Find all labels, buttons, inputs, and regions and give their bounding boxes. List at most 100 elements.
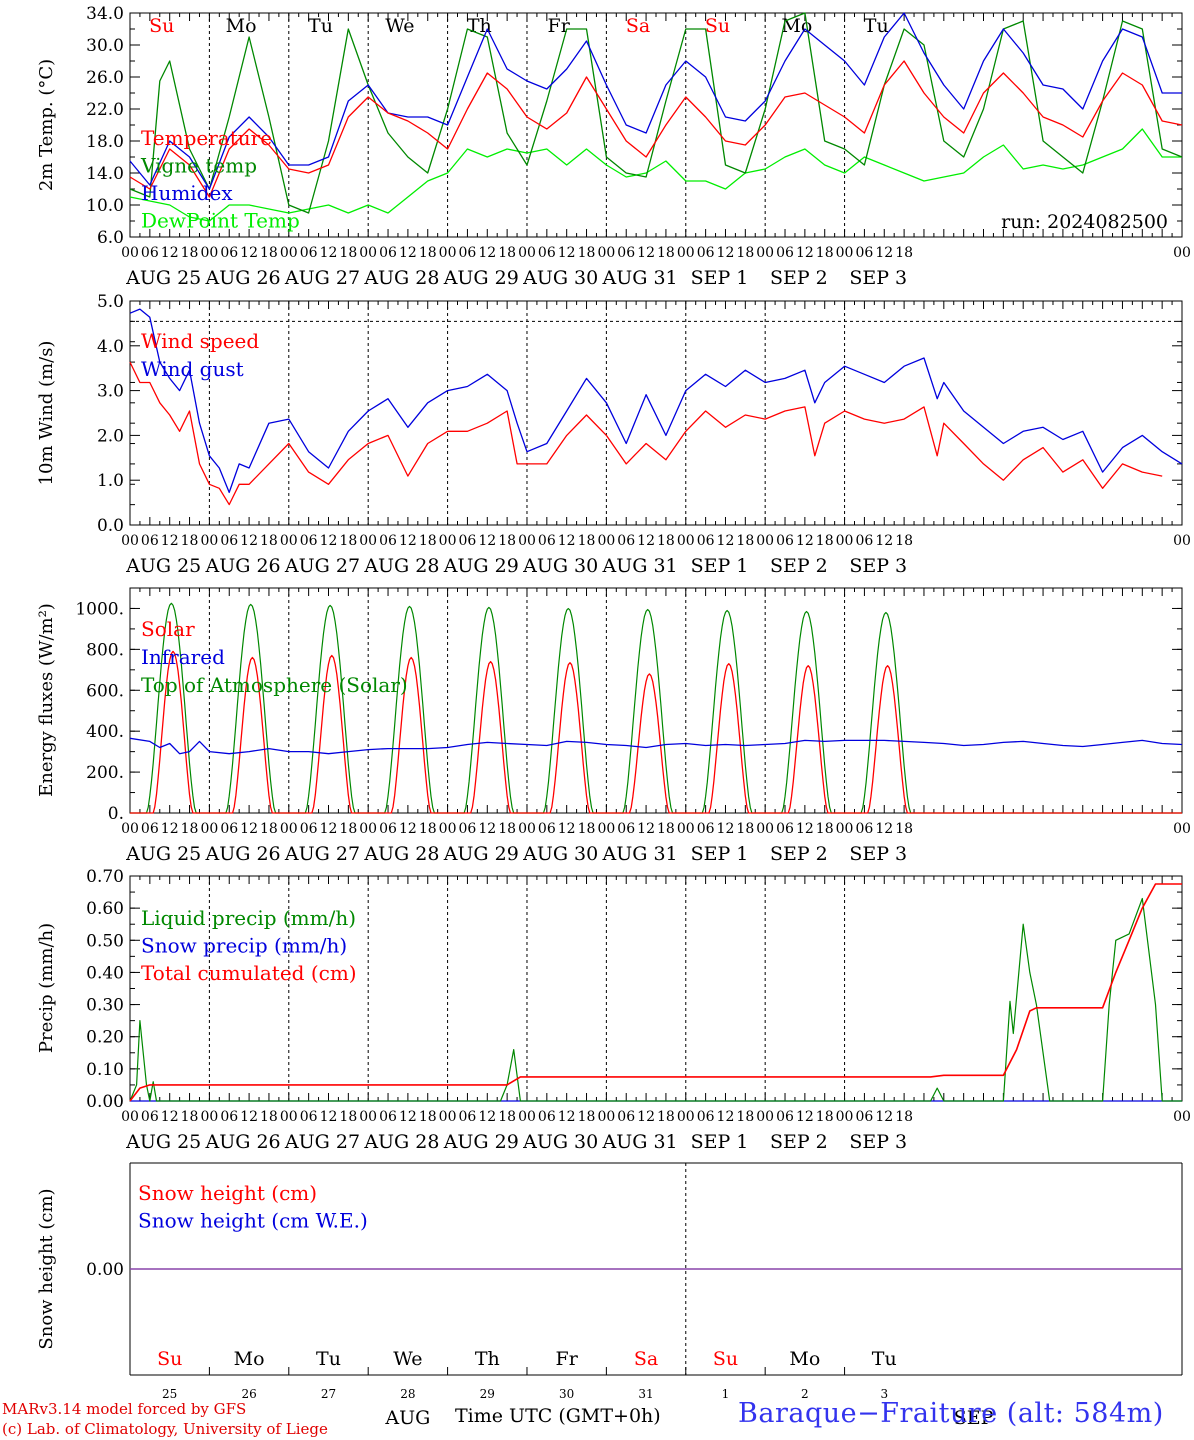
hour-tick-label: 18 [419,245,437,261]
hour-tick-label-end: 00 [1173,533,1191,549]
hour-tick-label: 12 [558,1109,576,1125]
hour-tick-label: 00 [280,533,298,549]
date-label: SEP 1 [691,843,749,865]
hour-tick-label: 06 [459,533,477,549]
date-label: AUG 31 [602,843,678,865]
wind-ytick-label: 1.0 [97,471,124,491]
hour-tick-label: 06 [379,245,397,261]
hour-tick-label: 00 [280,1109,298,1125]
precip-ytick-label: 0.40 [86,963,124,983]
day-number-label: 26 [241,1387,256,1401]
date-label: AUG 26 [205,267,281,289]
hour-tick-label: 12 [399,821,417,837]
hour-tick-label: 18 [498,245,516,261]
hour-tick-label: 00 [836,1109,854,1125]
precip-ytick-label: 0.60 [86,899,124,919]
hour-tick-label: 18 [419,533,437,549]
x-axis-title: Time UTC (GMT+0h) [455,1405,661,1427]
hour-tick-label: 06 [300,821,318,837]
temperature-legend-2: Humidex [141,181,233,205]
hour-tick-label: 00 [518,245,536,261]
date-label: AUG 30 [522,555,598,577]
hour-tick-label: 00 [200,821,218,837]
weekday-label: Mo [781,15,812,37]
hour-tick-label: 18 [816,533,834,549]
weekday-label-bottom: Fr [556,1348,579,1370]
temperature-ytick-label: 30.0 [86,36,124,56]
hour-tick-label: 18 [578,245,596,261]
snow-ytick-label: 0.00 [86,1260,124,1280]
date-label: AUG 30 [522,843,598,865]
day-number-label: 29 [480,1387,495,1401]
temperature-series-2 [129,12,1182,190]
hour-tick-label: 18 [339,245,357,261]
hour-tick-label: 06 [141,821,159,837]
model-credit: MARv3.14 model forced by GFS [2,1400,247,1418]
hour-tick-label: 06 [459,245,477,261]
hour-tick-label: 12 [875,533,893,549]
date-label: AUG 28 [363,555,439,577]
snow-legend-0: Snow height (cm) [138,1181,317,1205]
energy-ytick-label: 800. [86,640,124,660]
date-label: AUG 26 [205,1131,281,1153]
precip-ytick-label: 0.70 [86,867,124,887]
date-label: AUG 26 [205,555,281,577]
weekday-label-bottom: Th [475,1348,500,1370]
hour-tick-label: 18 [419,821,437,837]
hour-tick-label: 12 [637,533,655,549]
date-label: AUG 25 [125,267,201,289]
date-label: AUG 25 [125,1131,201,1153]
hour-tick-label: 18 [657,245,675,261]
hour-tick-label: 00 [836,245,854,261]
date-label: AUG 29 [443,555,519,577]
hour-tick-label: 12 [478,821,496,837]
hour-tick-label: 06 [776,245,794,261]
hour-tick-label: 12 [558,245,576,261]
hour-tick-label: 12 [875,245,893,261]
hour-tick-label: 12 [796,245,814,261]
hour-tick-label: 12 [240,1109,258,1125]
hour-tick-label: 12 [558,821,576,837]
temperature-legend-3: DewPoint Temp [141,209,300,233]
hour-tick-label: 12 [875,821,893,837]
date-label: SEP 1 [691,1131,749,1153]
weekday-label-bottom: Sa [634,1348,658,1370]
hour-tick-label: 06 [300,245,318,261]
hour-tick-label: 12 [161,821,179,837]
energy-ytick-label: 600. [86,681,124,701]
hour-tick-label: 18 [260,533,278,549]
temperature-series-3 [129,128,1182,222]
hour-tick-label: 18 [895,245,913,261]
hour-tick-label: 18 [736,1109,754,1125]
date-label: AUG 31 [602,555,678,577]
date-label: SEP 2 [770,1131,828,1153]
energy-series-infrared [129,737,1183,755]
hour-tick-label: 12 [320,1109,338,1125]
hour-tick-label: 18 [578,1109,596,1125]
hour-tick-label: 06 [220,1109,238,1125]
run-label: run: 2024082500 [1001,211,1168,233]
energy-legend-2: Top of Atmosphere (Solar) [141,673,408,697]
date-label: AUG 31 [602,267,678,289]
hour-tick-label: 18 [498,533,516,549]
hour-tick-label: 06 [538,1109,556,1125]
energy-legend-1: Infrared [141,645,225,669]
temperature-ytick-label: 14.0 [86,164,124,184]
hour-tick-label: 00 [439,533,457,549]
hour-tick-label: 18 [260,1109,278,1125]
wind-ytick-label: 3.0 [97,382,124,402]
hour-tick-label: 12 [399,245,417,261]
hour-tick-label: 18 [578,533,596,549]
hour-tick-label: 00 [439,1109,457,1125]
hour-tick-label: 00 [518,533,536,549]
hour-tick-label: 00 [280,821,298,837]
date-label: AUG 27 [284,267,360,289]
hour-tick-label: 06 [141,1109,159,1125]
hour-tick-label: 06 [538,533,556,549]
hour-tick-label: 12 [320,533,338,549]
temperature-ytick-label: 26.0 [86,68,124,88]
day-number-label: 1 [722,1387,730,1401]
hour-tick-label-end: 00 [1173,245,1191,261]
hour-tick-label: 00 [121,245,139,261]
hour-tick-label: 12 [637,245,655,261]
